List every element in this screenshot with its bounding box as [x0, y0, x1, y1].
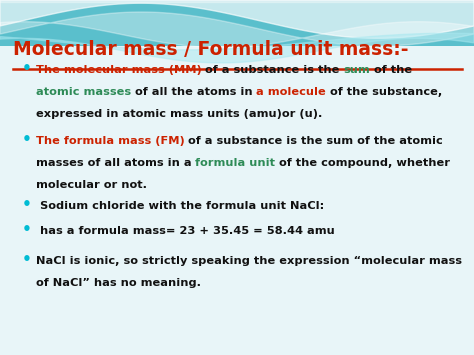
Text: •: •	[21, 222, 31, 237]
Text: of all the atoms in: of all the atoms in	[131, 87, 256, 97]
Text: •: •	[21, 197, 31, 212]
Text: •: •	[21, 132, 31, 147]
Text: of the compound, whether: of the compound, whether	[275, 158, 450, 168]
Text: sum: sum	[344, 65, 370, 75]
Text: of the substance,: of the substance,	[326, 87, 442, 97]
Text: atomic masses: atomic masses	[36, 87, 131, 97]
Text: has a formula mass= 23 + 35.45 = 58.44 amu: has a formula mass= 23 + 35.45 = 58.44 a…	[36, 226, 334, 236]
Text: molecular or not.: molecular or not.	[36, 180, 146, 190]
Text: Molecular mass / Formula unit mass:-: Molecular mass / Formula unit mass:-	[13, 40, 409, 59]
Bar	[0, 0, 474, 46]
Text: •: •	[21, 61, 31, 76]
Text: expressed in atomic mass units (amu)or (u).: expressed in atomic mass units (amu)or (…	[36, 109, 322, 119]
Text: masses of all atoms in a: masses of all atoms in a	[36, 158, 195, 168]
Text: of NaCl” has no meaning.: of NaCl” has no meaning.	[36, 278, 201, 289]
Text: of a substance is the sum of the atomic: of a substance is the sum of the atomic	[184, 136, 443, 146]
Text: formula unit: formula unit	[195, 158, 275, 168]
Text: of the: of the	[370, 65, 412, 75]
Text: •: •	[21, 252, 31, 267]
Text: The molecular mass (MM): The molecular mass (MM)	[36, 65, 205, 75]
Text: NaCl is ionic, so strictly speaking the expression “molecular mass: NaCl is ionic, so strictly speaking the …	[36, 256, 462, 267]
Text: a molecule: a molecule	[256, 87, 326, 97]
Text: The formula mass (FM): The formula mass (FM)	[36, 136, 184, 146]
Text: of a substance is the: of a substance is the	[205, 65, 344, 75]
Text: Sodium chloride with the formula unit NaCl:: Sodium chloride with the formula unit Na…	[36, 201, 324, 211]
